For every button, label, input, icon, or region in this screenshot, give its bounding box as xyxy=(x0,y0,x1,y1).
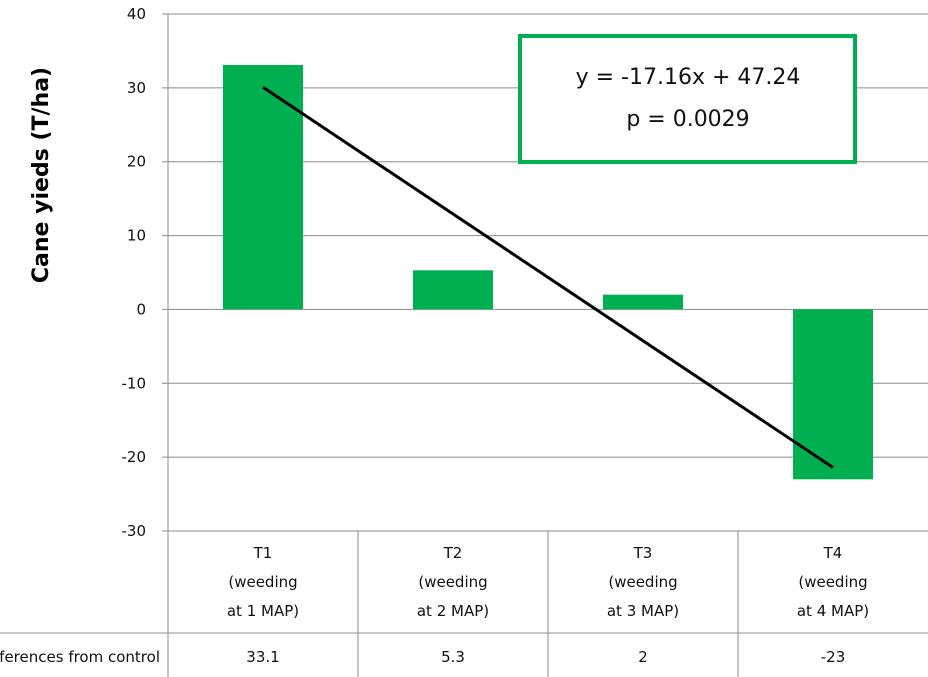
category-label: T4 xyxy=(823,544,843,562)
category-label: (weeding xyxy=(418,573,487,591)
category-label: at 4 MAP) xyxy=(797,602,869,620)
y-tick-label: 20 xyxy=(127,153,146,171)
p-value-text: p = 0.0029 xyxy=(626,107,749,132)
category-label: at 2 MAP) xyxy=(417,602,489,620)
y-tick-labels: -30 -20 -10 0 10 20 30 40 xyxy=(122,5,147,540)
category-label: (weeding xyxy=(228,573,297,591)
category-label: T2 xyxy=(443,544,463,562)
y-tick-label: 0 xyxy=(136,300,146,318)
equation-text: y = -17.16x + 47.24 xyxy=(576,65,801,90)
bar xyxy=(223,64,303,310)
y-axis-label: Cane yieds (T/ha) xyxy=(29,67,54,283)
y-tick-label: 40 xyxy=(127,5,146,23)
bar xyxy=(603,294,683,310)
y-tick-label: -20 xyxy=(122,448,147,466)
annotation-box xyxy=(518,34,857,164)
table-value: 5.3 xyxy=(441,648,465,666)
category-label: (weeding xyxy=(608,573,677,591)
bar xyxy=(413,270,493,310)
category-label: (weeding xyxy=(798,573,867,591)
category-label: T3 xyxy=(633,544,653,562)
trendline xyxy=(262,86,834,469)
y-tick-label: -30 xyxy=(122,522,147,540)
table-row-label: Differences from control xyxy=(0,648,160,666)
table-value: 33.1 xyxy=(246,648,279,666)
category-label: at 1 MAP) xyxy=(227,602,299,620)
trendline-group xyxy=(262,86,834,469)
bar xyxy=(793,309,873,480)
table-value: 2 xyxy=(638,648,648,666)
y-tick-label: 30 xyxy=(127,79,146,97)
y-tick-label: -10 xyxy=(122,374,147,392)
y-tick-label: 10 xyxy=(127,227,146,245)
regression-annotation: y = -17.16x + 47.24 p = 0.0029 xyxy=(518,34,857,164)
category-label: at 3 MAP) xyxy=(607,602,679,620)
category-label: T1 xyxy=(253,544,273,562)
data-table: T1 (weeding at 1 MAP) T2 (weeding at 2 MAP) T3… xyxy=(0,531,928,677)
table-value: -23 xyxy=(821,648,846,666)
